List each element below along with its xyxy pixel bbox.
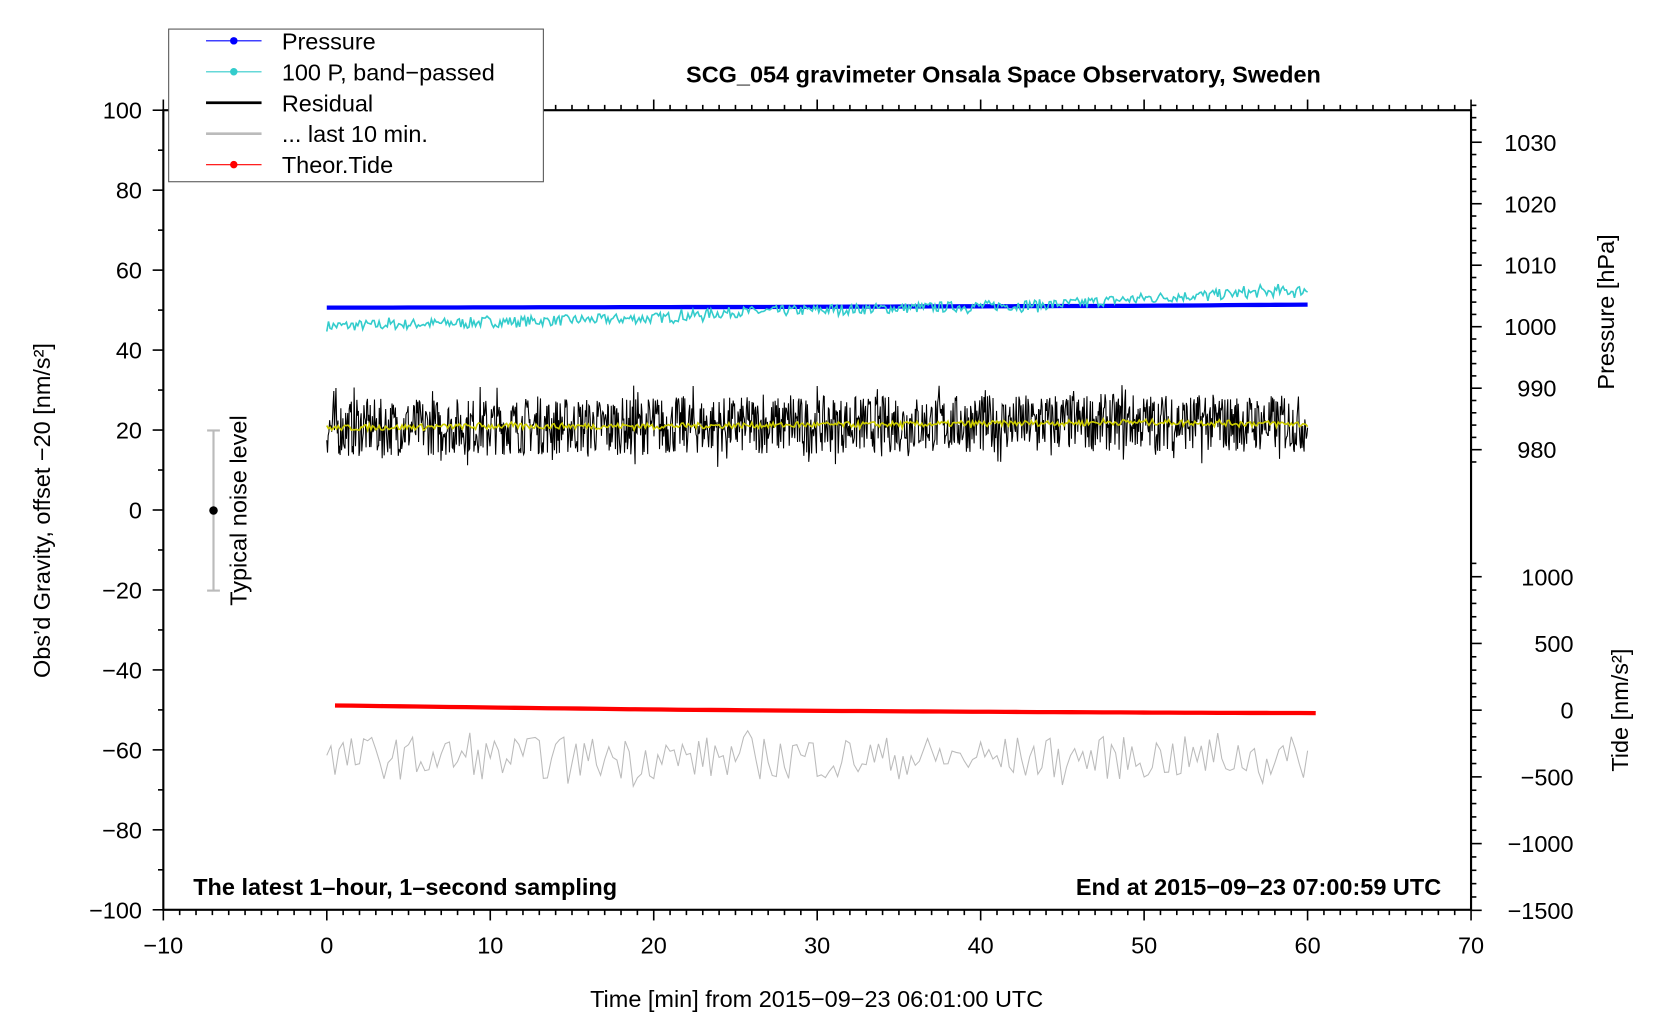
y-tick-label: 100 xyxy=(103,98,142,124)
y-tick-label: −80 xyxy=(102,817,142,843)
chart-title: SCG_054 gravimeter Onsala Space Observat… xyxy=(686,61,1321,87)
pressure-axis-label: Pressure [hPa] xyxy=(1593,234,1619,389)
legend-label: Pressure xyxy=(282,28,376,54)
noise-label: Typical noise level xyxy=(226,415,252,605)
x-tick-label: 40 xyxy=(968,933,994,959)
pressure-tick-label: 1000 xyxy=(1504,314,1556,340)
y-tick-label: 40 xyxy=(116,338,142,364)
y-tick-label: 80 xyxy=(116,178,142,204)
tide-tick-label: 500 xyxy=(1534,631,1573,657)
legend-label: Residual xyxy=(282,90,373,116)
x-axis-label: Time [min] from 2015−09−23 06:01:00 UTC xyxy=(590,986,1043,1012)
noise-bar xyxy=(207,430,220,590)
x-tick-label: 30 xyxy=(804,933,830,959)
y-tick-label: −100 xyxy=(89,897,142,923)
tide-tick-label: −500 xyxy=(1521,764,1574,790)
gravimeter-chart: −10 0 10 20 30 40 50 60 70100806040200−20−40−60−… xyxy=(0,0,1660,1020)
y-tick-label: −60 xyxy=(102,737,142,763)
x-tick-label: 70 xyxy=(1458,933,1484,959)
legend-label: ... last 10 min. xyxy=(282,121,428,147)
plot-frame xyxy=(163,110,1471,910)
annotation-right: End at 2015−09−23 07:00:59 UTC xyxy=(1076,874,1441,900)
pressure-tick-label: 1030 xyxy=(1504,130,1556,156)
x-tick-label: 50 xyxy=(1131,933,1157,959)
annotation-left: The latest 1–hour, 1–second sampling xyxy=(193,874,617,900)
legend-marker xyxy=(230,37,237,44)
tide-tick-label: 1000 xyxy=(1521,564,1573,590)
tide-axis-label: Tide [nm/s²] xyxy=(1607,649,1633,772)
x-tick-label: 20 xyxy=(641,933,667,959)
pressure-tick-label: 990 xyxy=(1517,376,1556,402)
y-axis-label: Obs’d Gravity, offset −20 [nm/s²] xyxy=(29,343,55,678)
x-tick-label: 60 xyxy=(1295,933,1321,959)
tide-tick-label: −1000 xyxy=(1508,831,1574,857)
legend-label: Theor.Tide xyxy=(282,152,393,178)
legend-marker xyxy=(230,161,237,168)
series-theor-tide xyxy=(335,705,1316,713)
y-tick-label: −40 xyxy=(102,657,142,683)
pressure-tick-label: 1020 xyxy=(1504,191,1556,217)
tide-tick-label: −1500 xyxy=(1508,898,1574,924)
x-tick-label: 10 xyxy=(477,933,503,959)
legend-label: 100 P, band−passed xyxy=(282,59,495,85)
y-tick-label: 20 xyxy=(116,418,142,444)
series--last-10-min- xyxy=(327,731,1308,787)
pressure-tick-label: 980 xyxy=(1517,437,1556,463)
legend-marker xyxy=(230,68,237,75)
y-tick-label: 0 xyxy=(129,498,142,524)
legend: Pressure 100 P, band−passed Residual ... la… xyxy=(169,28,544,181)
tide-tick-label: 0 xyxy=(1560,698,1573,724)
y-tick-label: −20 xyxy=(102,577,142,603)
x-tick-label: −10 xyxy=(143,933,183,959)
pressure-tick-label: 1010 xyxy=(1504,253,1556,279)
x-tick-label: 0 xyxy=(320,933,333,959)
y-tick-label: 60 xyxy=(116,258,142,284)
